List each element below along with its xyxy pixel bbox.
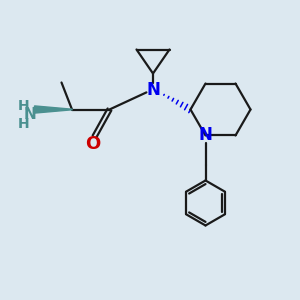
Text: N: N: [24, 107, 36, 122]
Text: H: H: [18, 117, 30, 131]
Text: N: N: [199, 127, 212, 145]
Text: O: O: [85, 135, 100, 153]
Polygon shape: [34, 106, 72, 113]
Text: H: H: [18, 99, 30, 113]
Text: N: N: [146, 81, 160, 99]
